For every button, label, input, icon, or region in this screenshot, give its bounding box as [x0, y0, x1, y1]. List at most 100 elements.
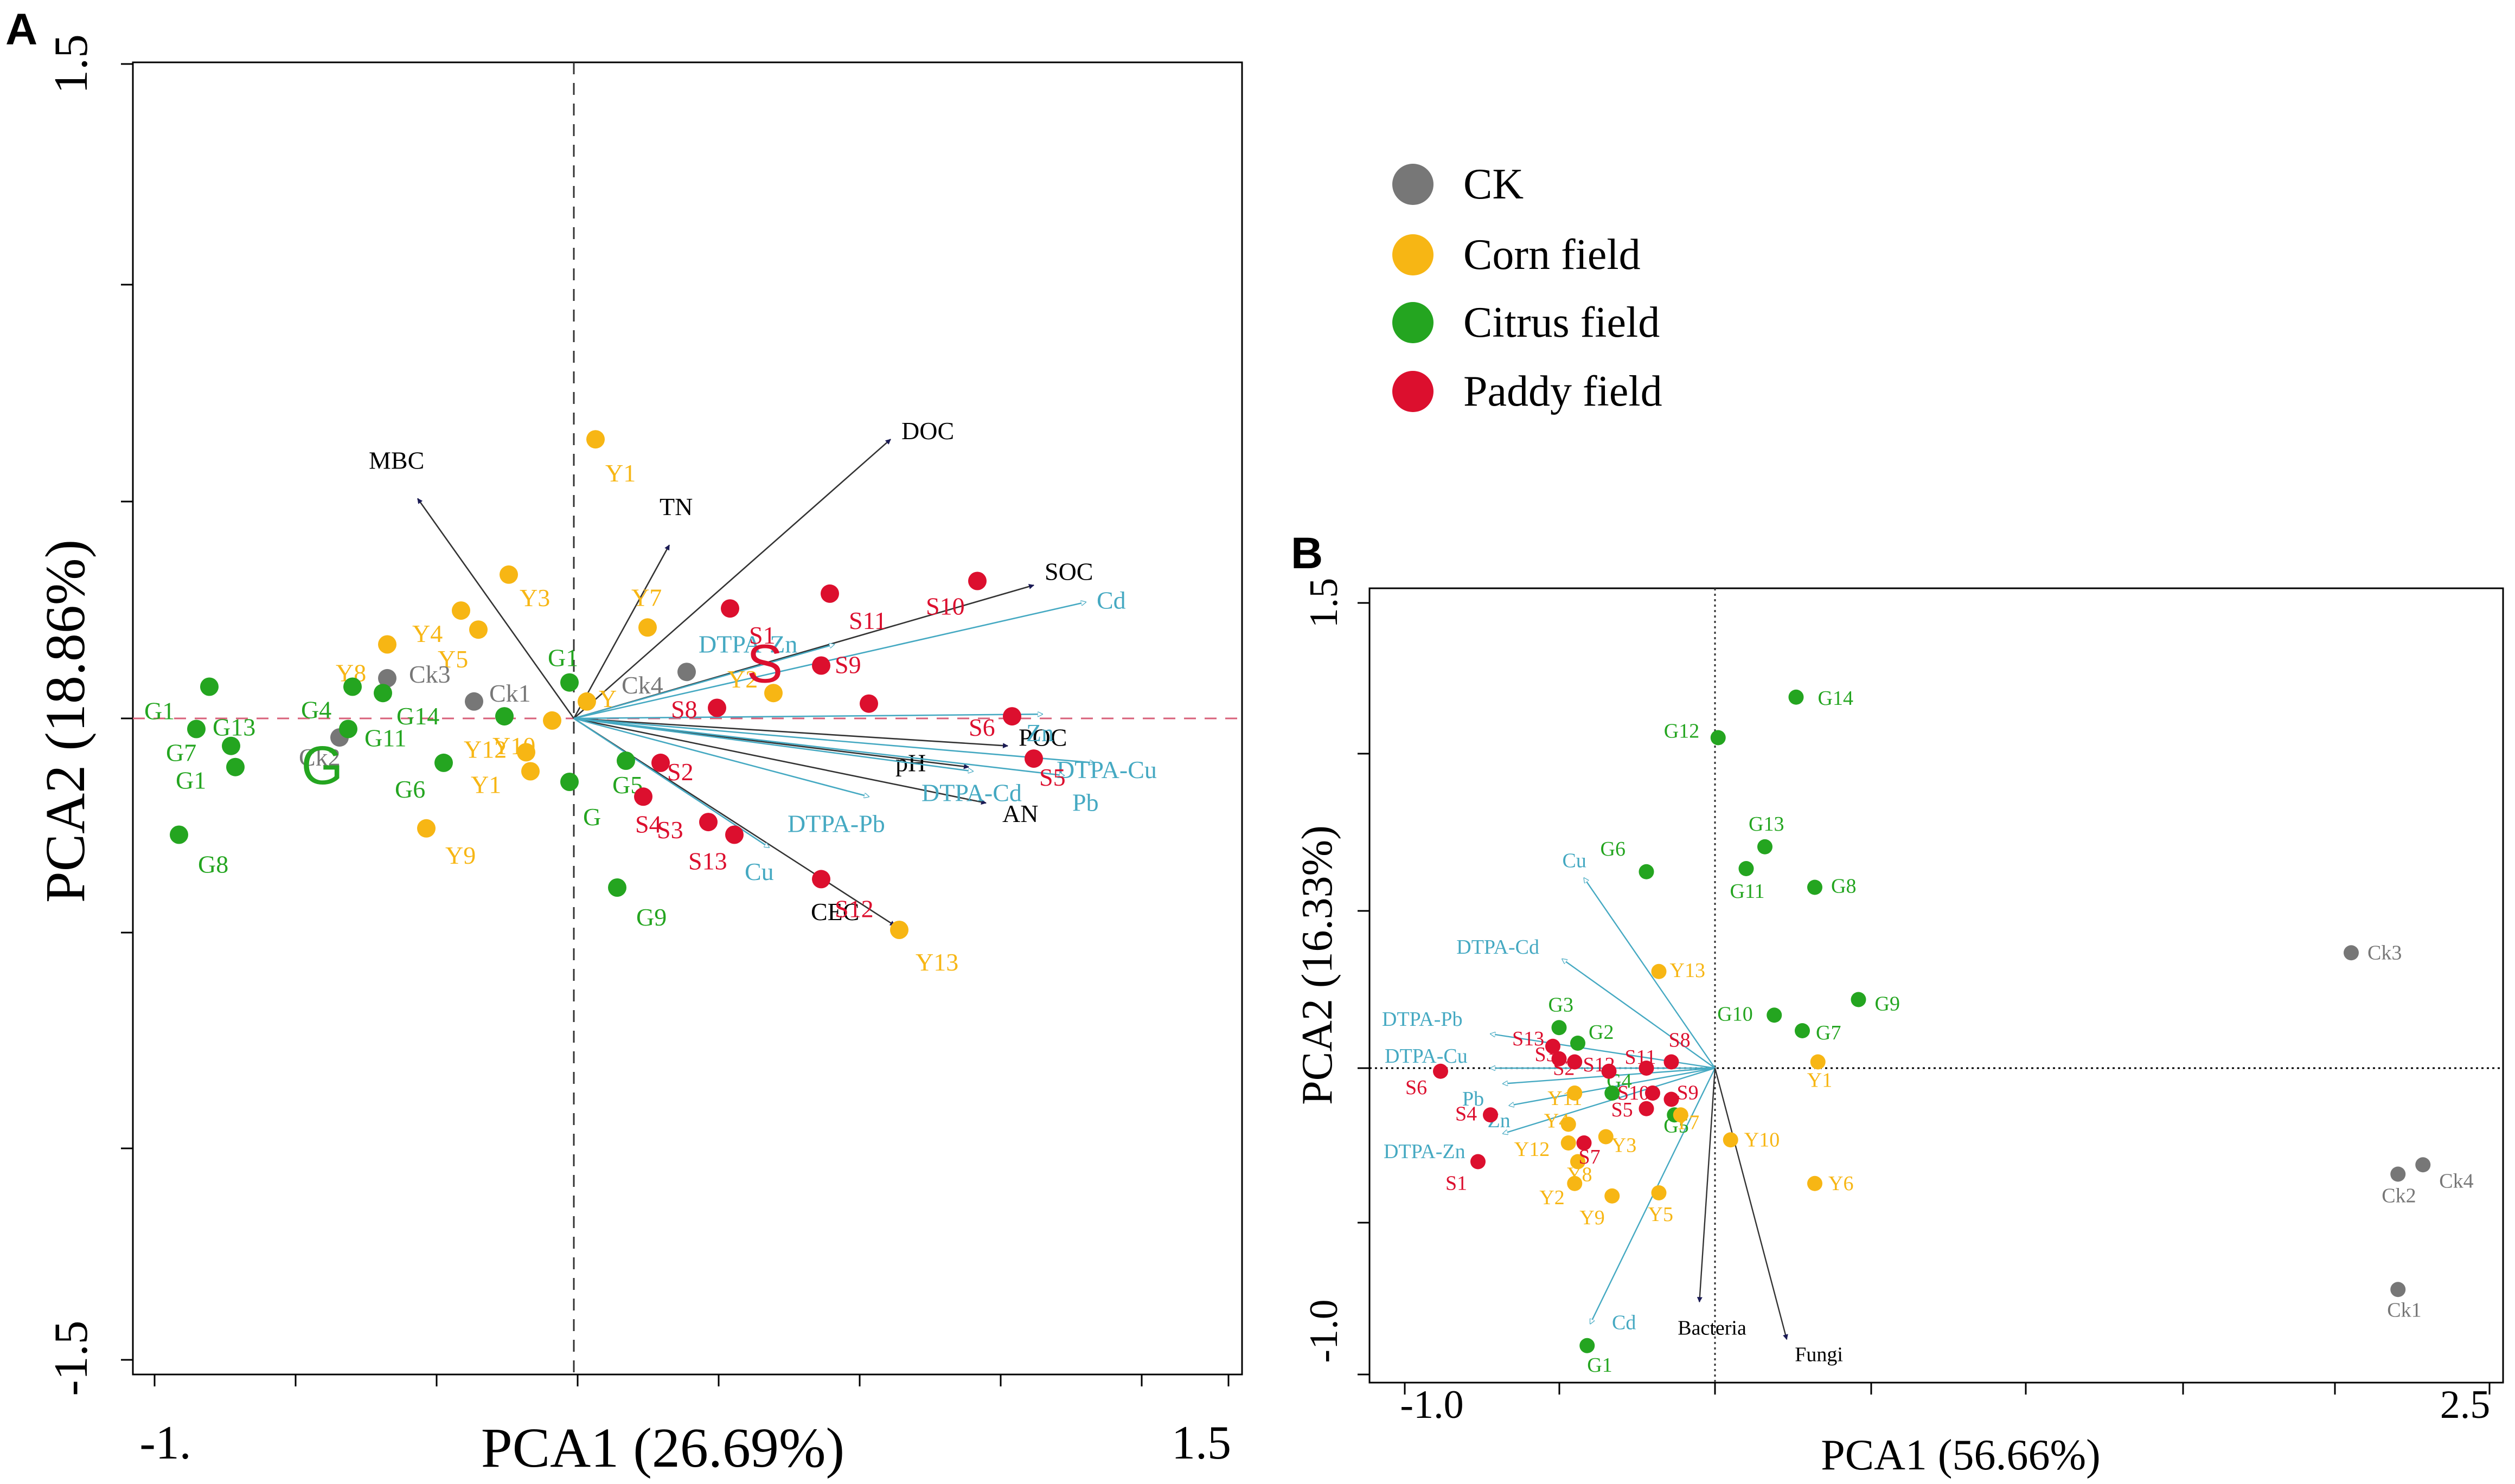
panel-a-point-y10	[543, 711, 561, 730]
panel-a-point-g6	[434, 753, 453, 772]
panel-b-point-s2	[1567, 1054, 1583, 1070]
panel-b-point-s3	[1551, 1051, 1567, 1067]
panel-a-point-label-ck4: Ck4	[622, 671, 663, 699]
panel-a-arrow-doc	[573, 439, 891, 719]
panel-a-arrow-label-cu: Cu	[745, 858, 774, 885]
panel-b-point-y10	[1723, 1132, 1738, 1148]
panel-a-arrow-label-dtpa-cd: DTPA-Cd	[921, 779, 1022, 807]
panel-b-point-y11	[1567, 1085, 1583, 1101]
panel-b-point-y5	[1651, 1185, 1667, 1200]
panel-a-point-g11	[339, 719, 357, 738]
panel-b-arrow-label-bacteria: Bacteria	[1678, 1316, 1746, 1339]
panel-b-point-label-s4: S4	[1455, 1102, 1477, 1125]
panel-b-point-label-s7: S7	[1579, 1146, 1601, 1168]
panel-a-point-g4	[343, 677, 362, 696]
panel-a-group-label-g: G	[301, 735, 343, 796]
panel-a-point-s5	[1025, 749, 1043, 768]
legend-swatch-ck	[1392, 164, 1434, 205]
panel-b-point-label-y2: Y2	[1539, 1186, 1564, 1209]
panel-a-point-y12	[517, 743, 535, 762]
panel-a-point-g8	[170, 825, 188, 844]
panel-b-point-g1	[1579, 1338, 1595, 1353]
panel-a-arrow-an	[573, 717, 987, 805]
panel-b-reference-lines	[1370, 588, 2503, 1383]
panel-b-point-label-s1: S1	[1445, 1172, 1467, 1195]
panel-a-point-label-ck2: Ck2	[299, 743, 341, 771]
panel-a-group-label-s: S	[747, 634, 783, 695]
panel-b-x-axis-title: PCA1 (56.66%)	[1821, 1431, 2101, 1479]
panel-a-point-s9	[812, 656, 830, 675]
panel-a-point-s10	[968, 571, 987, 590]
panel-a-arrow-label-mbc: MBC	[369, 446, 424, 474]
panel-b-point-g14	[1788, 689, 1804, 705]
panel-a-point-label-s13: S13	[688, 847, 727, 875]
panel-a-point-label-y2: Y2	[727, 665, 758, 693]
legend-swatch-paddy	[1392, 371, 1434, 412]
panel-b-point-s8	[1663, 1054, 1679, 1070]
panel-a-point-g9	[608, 878, 626, 897]
panel-a-point-unlabeled	[495, 707, 514, 726]
panel-b-point-label-g9: G9	[1875, 993, 1900, 1016]
panel-b-point-y2	[1567, 1175, 1583, 1191]
legend-label-ck: CK	[1463, 160, 1524, 208]
panel-a-point-label-s5: S5	[1039, 763, 1066, 791]
panel-a-point-ck3	[378, 669, 396, 688]
panel-b-point-label-g11: G11	[1730, 880, 1765, 903]
panel-a-ytick-top: 1.5	[45, 34, 98, 94]
panel-b-point-label-y9: Y9	[1579, 1206, 1604, 1229]
panel-b-point-y1	[1810, 1054, 1826, 1070]
panel-a-point-s2	[651, 753, 670, 772]
legend-label-corn: Corn field	[1463, 231, 1641, 279]
panel-a-point-label-y13: Y13	[916, 948, 958, 976]
panel-a-point-label-ck3: Ck3	[409, 660, 451, 688]
panel-b-point-label-y12: Y12	[1514, 1138, 1550, 1161]
panel-b-arrow-cu	[1584, 878, 1716, 1069]
panel-b-arrow-label-dtpa-zn: DTPA-Zn	[1384, 1140, 1466, 1163]
panel-a-point-label-g11: G11	[364, 724, 407, 752]
panel-a-point-y3	[500, 565, 518, 584]
panel-b-point-label-g14: G14	[1818, 687, 1853, 710]
legend-swatch-citrus	[1392, 302, 1434, 343]
panel-a-point-label-y1: Y1	[605, 459, 636, 487]
panel-b-point-label-s3: S3	[1535, 1043, 1557, 1066]
panel-b-point-label-g10: G10	[1717, 1003, 1752, 1025]
panel-a-arrow-label-dtpa-zn: DTPA-Zn	[699, 631, 797, 658]
panel-b-point-ck2	[2390, 1166, 2406, 1182]
panel-a-point-label-y12: Y12	[464, 735, 507, 763]
panel-b-ytick-bottom: -1.0	[1302, 1299, 1346, 1363]
panel-b-point-label-y13: Y13	[1670, 959, 1705, 982]
panel-b-point-g2	[1570, 1036, 1585, 1051]
panel-b-point-label-y7: Y7	[1674, 1111, 1699, 1134]
panel-b-point-label-y4: Y4	[1544, 1110, 1569, 1133]
panel-b-point-s11	[1639, 1061, 1654, 1076]
panel-a-point-ck4	[677, 663, 696, 682]
panel-b-point-label-ck2: Ck2	[2382, 1185, 2416, 1207]
panel-a-point-g1	[226, 757, 245, 776]
panel-b-arrow-label-dtpa-cu: DTPA-Cu	[1385, 1045, 1468, 1068]
panel-a-point-y5	[469, 620, 488, 639]
panel-b-arrow-label-cu: Cu	[1563, 849, 1586, 872]
panel-a-point-label-y7: Y7	[631, 583, 662, 611]
panel-a-letter: A	[5, 5, 37, 54]
panel-a-point-y4	[452, 601, 470, 620]
panel-b-letter: B	[1291, 529, 1323, 578]
panel-a-point-s3	[699, 813, 718, 832]
panel-a-reference-lines	[133, 62, 1242, 1374]
panel-b-point-ck3	[2344, 945, 2359, 961]
panel-a-point-label-g13: G13	[213, 714, 255, 741]
panel-a-point-s13	[725, 825, 744, 844]
panel-b-point-s4	[1483, 1107, 1498, 1123]
panel-b-point-y4	[1560, 1116, 1576, 1132]
panel-a-arrow-label-dtpa-pb: DTPA-Pb	[788, 810, 885, 837]
panel-b-point-label-y11: Y11	[1547, 1087, 1582, 1110]
panel-b-point-label-s9: S9	[1677, 1082, 1699, 1104]
panel-a-arrow-dtpa-cd	[573, 717, 973, 772]
panel-a-point-label-y4: Y4	[412, 620, 443, 647]
panel-a-arrow-label-soc: SOC	[1045, 557, 1093, 585]
panel-b-arrow-label-fungi: Fungi	[1795, 1343, 1843, 1366]
panel-b-point-s6	[1433, 1063, 1448, 1079]
